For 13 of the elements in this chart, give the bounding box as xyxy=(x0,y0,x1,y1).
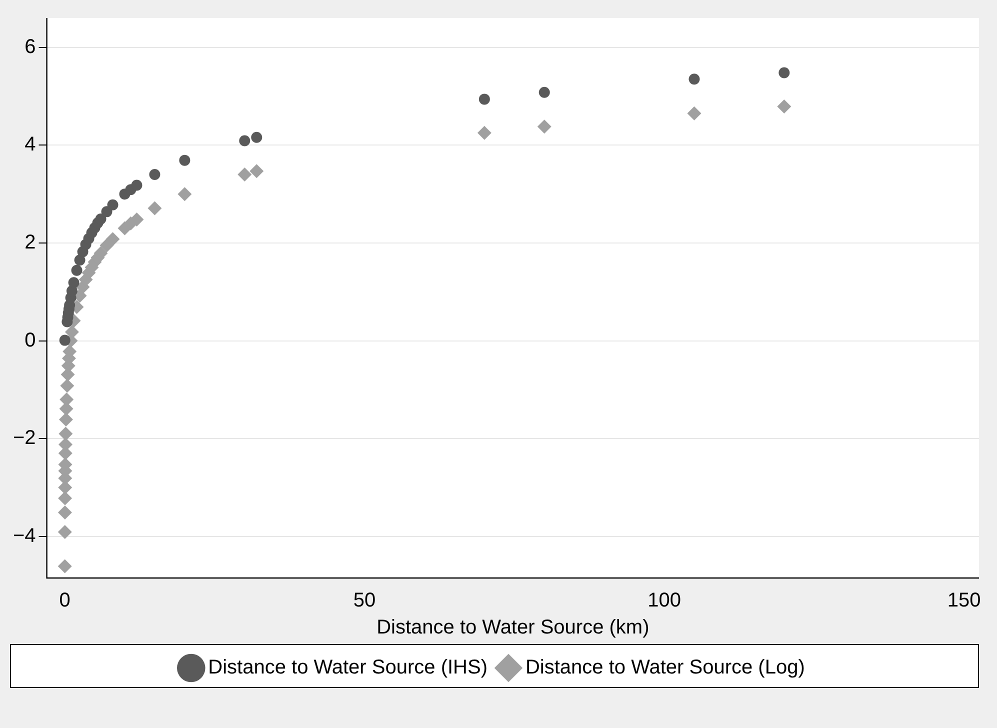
x-tick-label: 150 xyxy=(947,590,981,612)
x-axis-title: Distance to Water Source (km) xyxy=(376,616,650,639)
x-tick-label: 0 xyxy=(59,590,70,612)
x-tick-label: 100 xyxy=(648,590,681,612)
y-tick-label: −2 xyxy=(12,427,36,450)
y-tick-label: 6 xyxy=(24,36,36,58)
y-tick-label: 0 xyxy=(24,329,36,352)
x-tick-label: 50 xyxy=(353,590,376,612)
y-tick-label: −4 xyxy=(12,524,36,547)
y-tick-label: 2 xyxy=(24,231,36,254)
legend-label: Distance to Water Source (IHS) xyxy=(208,656,488,679)
y-tick-label: 4 xyxy=(24,134,36,156)
legend-label: Distance to Water Source (Log) xyxy=(525,656,805,679)
